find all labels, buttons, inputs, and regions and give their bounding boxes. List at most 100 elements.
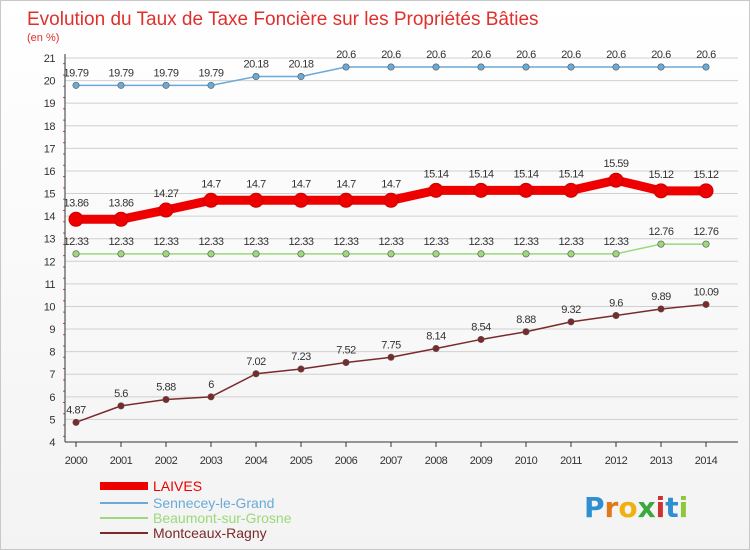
logo-letter: r (605, 491, 619, 524)
data-label: 14.7 (381, 178, 401, 190)
data-point (297, 365, 305, 373)
data-point (207, 250, 215, 258)
data-point (473, 182, 489, 198)
data-point (612, 63, 620, 71)
data-point (432, 250, 440, 258)
data-point (698, 183, 714, 199)
data-label: 15.12 (648, 169, 673, 181)
data-label: 12.76 (648, 226, 673, 238)
data-label: 15.14 (423, 168, 448, 180)
data-point (72, 81, 80, 89)
data-label: 19.79 (63, 67, 88, 79)
y-tick-label: 19 (44, 98, 56, 110)
y-tick-label: 9 (49, 324, 55, 336)
x-tick-label: 2002 (155, 455, 178, 467)
y-tick-label: 14 (44, 211, 56, 223)
data-label: 12.33 (198, 236, 223, 248)
x-tick-label: 2005 (290, 455, 313, 467)
x-tick-label: 2011 (560, 455, 582, 467)
data-label: 12.33 (63, 236, 88, 248)
data-point (477, 335, 485, 343)
data-point (72, 418, 80, 426)
logo-letter: P (584, 491, 605, 524)
data-point (113, 211, 129, 227)
data-point (522, 328, 530, 336)
data-label: 14.7 (291, 178, 311, 190)
data-point (252, 250, 260, 258)
data-point (477, 63, 485, 71)
data-label: 8.14 (426, 330, 446, 342)
data-point (117, 250, 125, 258)
data-label: 20.6 (471, 49, 491, 61)
data-point (518, 182, 534, 198)
data-point (203, 192, 219, 208)
data-label: 15.14 (558, 168, 583, 180)
data-label: 15.59 (603, 158, 628, 170)
y-tick-label: 12 (44, 256, 56, 268)
data-point (248, 192, 264, 208)
data-point (522, 250, 530, 258)
data-point (567, 250, 575, 258)
x-tick-label: 2003 (200, 455, 223, 467)
y-axis-unit: (en %) (27, 32, 59, 44)
data-label: 20.6 (606, 49, 626, 61)
data-label: 20.6 (426, 49, 446, 61)
data-point (207, 81, 215, 89)
legend-label: Beaumont-sur-Grosne (153, 510, 292, 526)
data-point (567, 63, 575, 71)
data-label: 14.7 (336, 178, 356, 190)
data-label: 20.18 (243, 59, 268, 71)
series-beaumont-sur-grosne (72, 240, 710, 258)
data-label: 19.79 (153, 67, 178, 79)
y-tick-label: 20 (44, 76, 56, 88)
data-label: 7.75 (381, 339, 401, 351)
data-point (117, 402, 125, 410)
data-label: 4.87 (66, 404, 86, 416)
data-point (383, 192, 399, 208)
data-point (252, 73, 260, 81)
data-label: 12.33 (468, 236, 493, 248)
data-label: 5.88 (156, 382, 176, 394)
data-point (293, 192, 309, 208)
data-point (477, 250, 485, 258)
data-label: 20.6 (696, 49, 716, 61)
data-point (702, 300, 710, 308)
data-label: 9.6 (609, 298, 623, 310)
y-tick-label: 4 (49, 437, 55, 449)
data-label: 19.79 (198, 67, 223, 79)
data-point (432, 63, 440, 71)
x-tick-label: 2007 (380, 455, 403, 467)
data-label: 20.18 (288, 59, 313, 71)
logo-letter: i (656, 491, 666, 524)
data-label: 12.33 (288, 236, 313, 248)
data-label: 14.7 (201, 178, 221, 190)
data-label: 15.12 (693, 169, 718, 181)
data-point (653, 183, 669, 199)
data-label: 8.54 (471, 321, 491, 333)
logo-letter: t (665, 491, 678, 524)
data-point (612, 250, 620, 258)
data-point (522, 63, 530, 71)
x-tick-label: 2001 (110, 455, 133, 467)
data-point (563, 182, 579, 198)
data-labels: 19.79 19.79 19.79 19.79 20.18 20.18 20.6 20.6 20… (63, 49, 719, 416)
data-point (338, 192, 354, 208)
data-point (612, 312, 620, 320)
series-laives (68, 172, 714, 227)
legend-label: Sennecey-le-Grand (153, 495, 274, 511)
data-point (702, 63, 710, 71)
series-line (75, 303, 707, 424)
data-label: 12.33 (513, 236, 538, 248)
x-tick-label: 2010 (515, 455, 538, 467)
data-point (252, 370, 260, 378)
y-tick-label: 5 (49, 414, 55, 426)
y-tick-label: 17 (44, 143, 56, 155)
data-point (387, 63, 395, 71)
data-point (432, 344, 440, 352)
series-sennecey-le-grand (72, 63, 710, 89)
x-tick-label: 2000 (65, 455, 88, 467)
data-label: 7.23 (291, 351, 311, 363)
y-tick-label: 6 (49, 392, 55, 404)
data-label: 9.32 (561, 304, 581, 316)
